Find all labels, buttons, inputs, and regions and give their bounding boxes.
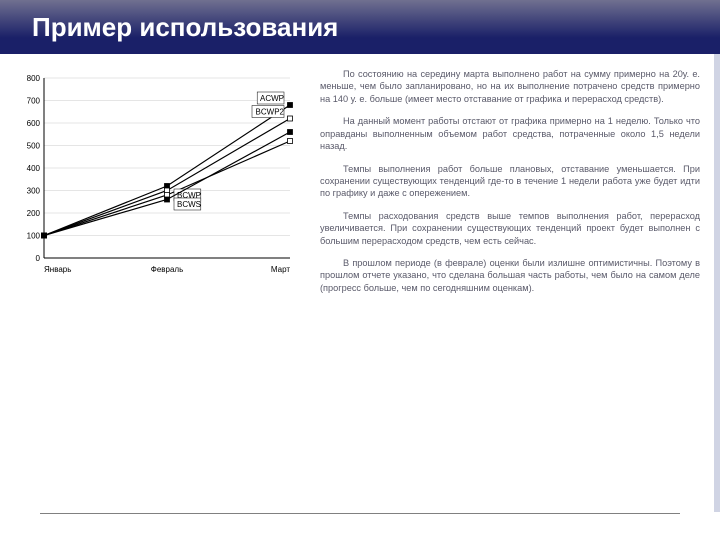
slide-content: 0 100 200 300 400 500 600 700 800 Январь Февраль Ма…	[0, 54, 720, 524]
paragraph: По состоянию на середину марта выполнено…	[320, 68, 700, 105]
paragraph: Темпы выполнения работ больше плановых, …	[320, 163, 700, 200]
svg-text:700: 700	[27, 97, 41, 106]
slide-title: Пример использования	[32, 12, 338, 43]
svg-text:Январь: Январь	[44, 265, 71, 274]
svg-text:BCWP2: BCWP2	[256, 108, 285, 117]
svg-text:0: 0	[36, 254, 41, 263]
paragraph: На данный момент работы отстают от графи…	[320, 115, 700, 152]
svg-text:100: 100	[27, 232, 41, 241]
footer-divider	[40, 513, 680, 514]
svg-text:Март: Март	[271, 265, 290, 274]
svg-text:300: 300	[27, 187, 41, 196]
paragraph: Темпы расходования средств выше темпов в…	[320, 210, 700, 247]
chart-column: 0 100 200 300 400 500 600 700 800 Январь Февраль Ма…	[10, 68, 310, 524]
evm-chart: 0 100 200 300 400 500 600 700 800 Январь Февраль Ма…	[10, 68, 300, 288]
svg-text:800: 800	[27, 74, 41, 83]
svg-text:400: 400	[27, 164, 41, 173]
svg-text:BCWS: BCWS	[177, 200, 201, 209]
paragraph: В прошлом периоде (в феврале) оценки был…	[320, 257, 700, 294]
svg-text:600: 600	[27, 119, 41, 128]
svg-text:200: 200	[27, 209, 41, 218]
slide-header: Пример использования	[0, 0, 720, 54]
side-stripe	[714, 54, 720, 512]
text-column: По состоянию на середину марта выполнено…	[310, 68, 700, 524]
svg-text:Февраль: Февраль	[151, 265, 184, 274]
svg-text:ACWP: ACWP	[260, 94, 284, 103]
svg-text:500: 500	[27, 142, 41, 151]
